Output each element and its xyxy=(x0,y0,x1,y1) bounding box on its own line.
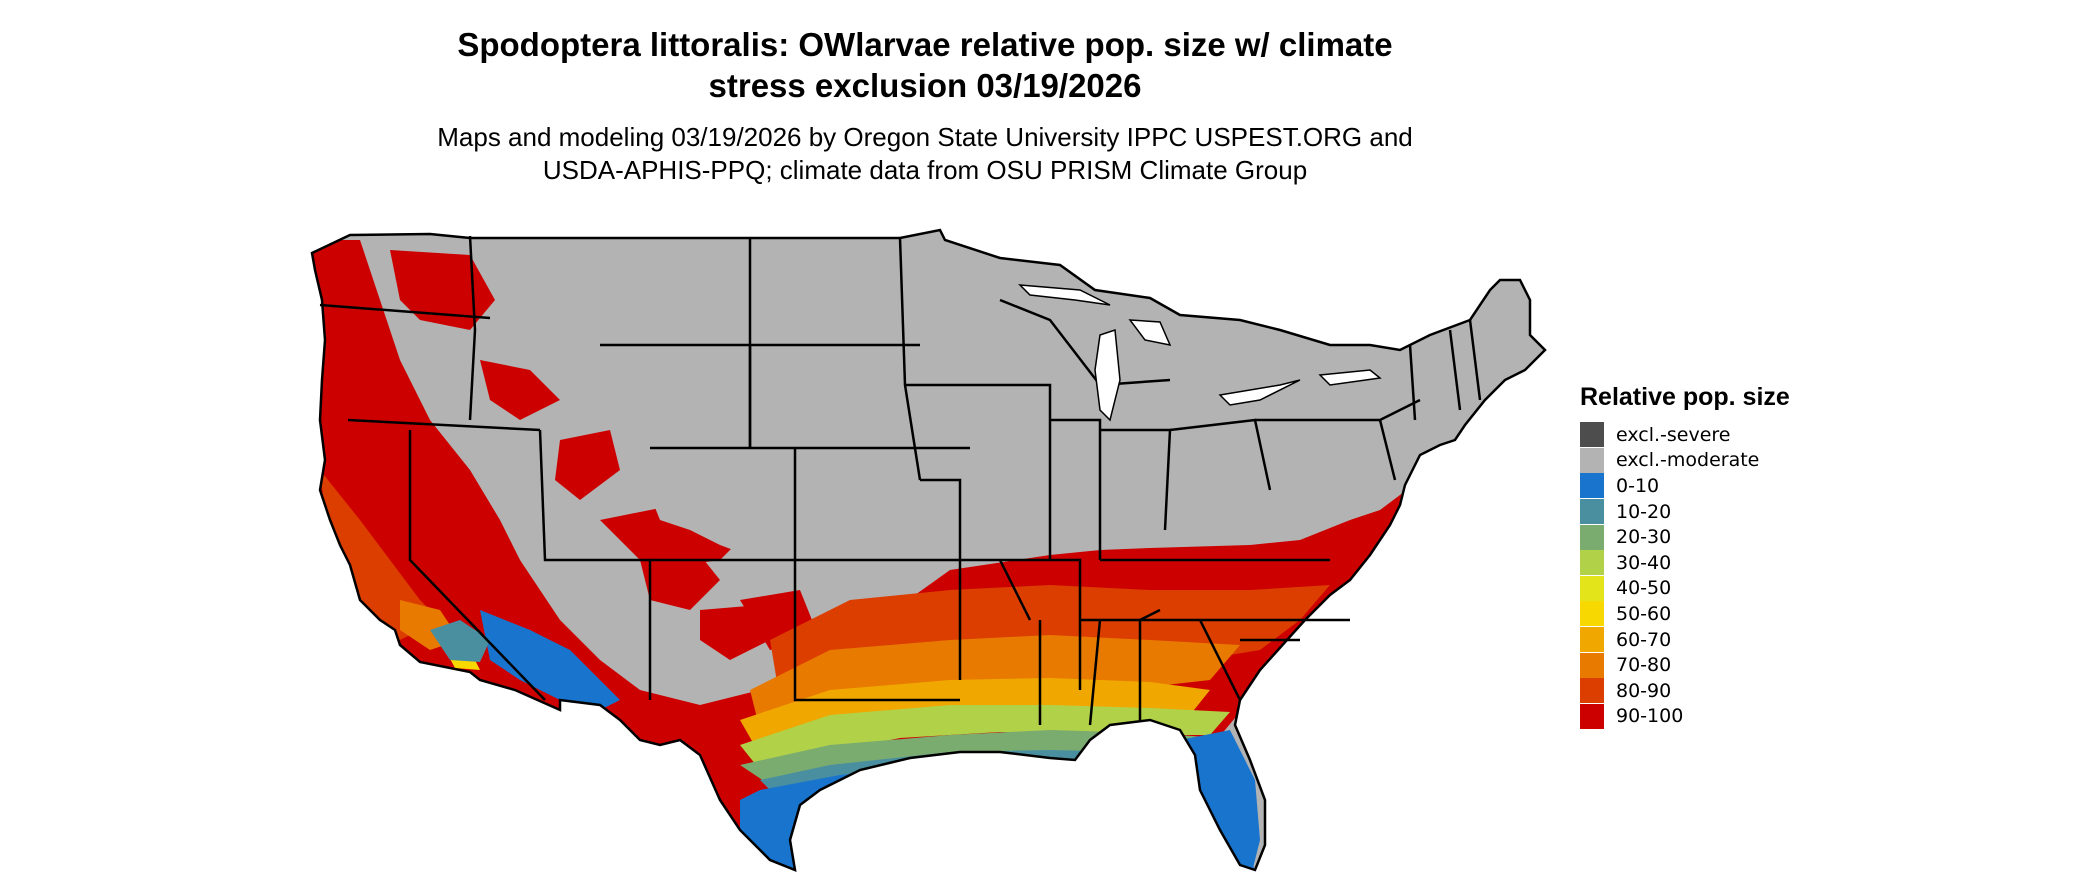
legend-item: 50-60 xyxy=(1580,601,1790,627)
legend-label: 30-40 xyxy=(1616,551,1672,574)
title-line-2: stress exclusion 03/19/2026 xyxy=(708,67,1142,104)
legend-label: 50-60 xyxy=(1616,602,1672,625)
legend-swatch xyxy=(1580,601,1604,627)
us-map xyxy=(310,228,1547,872)
legend-swatch xyxy=(1580,524,1604,550)
legend-item: 0-10 xyxy=(1580,473,1790,499)
legend-item: 70-80 xyxy=(1580,652,1790,678)
legend-label: 60-70 xyxy=(1616,628,1672,651)
legend-swatch xyxy=(1580,550,1604,576)
legend-label: 40-50 xyxy=(1616,577,1672,600)
subtitle-line-1: Maps and modeling 03/19/2026 by Oregon S… xyxy=(437,122,1413,152)
legend-label: excl.-moderate xyxy=(1616,449,1760,472)
map-title: Spodoptera littoralis: OWlarvae relative… xyxy=(350,24,1500,106)
legend-label: 80-90 xyxy=(1616,679,1672,702)
legend-label: 70-80 xyxy=(1616,654,1672,677)
legend-item: excl.-severe xyxy=(1580,422,1790,448)
legend-swatch xyxy=(1580,422,1604,448)
legend-item: excl.-moderate xyxy=(1580,447,1790,474)
map-subtitle: Maps and modeling 03/19/2026 by Oregon S… xyxy=(350,121,1500,187)
legend-item: 10-20 xyxy=(1580,499,1790,525)
legend-swatch xyxy=(1580,703,1604,729)
legend-items: excl.-severe excl.-moderate 0-10 10-20 20-30… xyxy=(1580,422,1790,729)
legend-swatch xyxy=(1580,473,1604,499)
legend-label: 90-100 xyxy=(1616,705,1684,728)
legend-swatch xyxy=(1580,652,1604,678)
legend-swatch xyxy=(1580,499,1604,525)
legend-item: 60-70 xyxy=(1580,627,1790,653)
legend-label: 0-10 xyxy=(1616,474,1660,497)
legend-item: 80-90 xyxy=(1580,678,1790,704)
legend-swatch xyxy=(1580,575,1604,601)
title-line-1: Spodoptera littoralis: OWlarvae relative… xyxy=(457,26,1393,63)
legend-label: excl.-severe xyxy=(1616,423,1731,446)
legend-item: 90-100 xyxy=(1580,703,1790,730)
legend-title: Relative pop. size xyxy=(1580,383,1790,411)
legend-item: 30-40 xyxy=(1580,550,1790,576)
legend-label: 10-20 xyxy=(1616,500,1672,523)
legend: Relative pop. size excl.-severe excl.-mod… xyxy=(1580,382,1790,729)
legend-item: 40-50 xyxy=(1580,575,1790,602)
legend-item: 20-30 xyxy=(1580,524,1790,550)
legend-swatch xyxy=(1580,678,1604,704)
legend-swatch xyxy=(1580,627,1604,653)
legend-label: 20-30 xyxy=(1616,526,1672,549)
legend-swatch xyxy=(1580,447,1604,473)
subtitle-line-2: USDA-APHIS-PPQ; climate data from OSU PR… xyxy=(542,155,1308,185)
